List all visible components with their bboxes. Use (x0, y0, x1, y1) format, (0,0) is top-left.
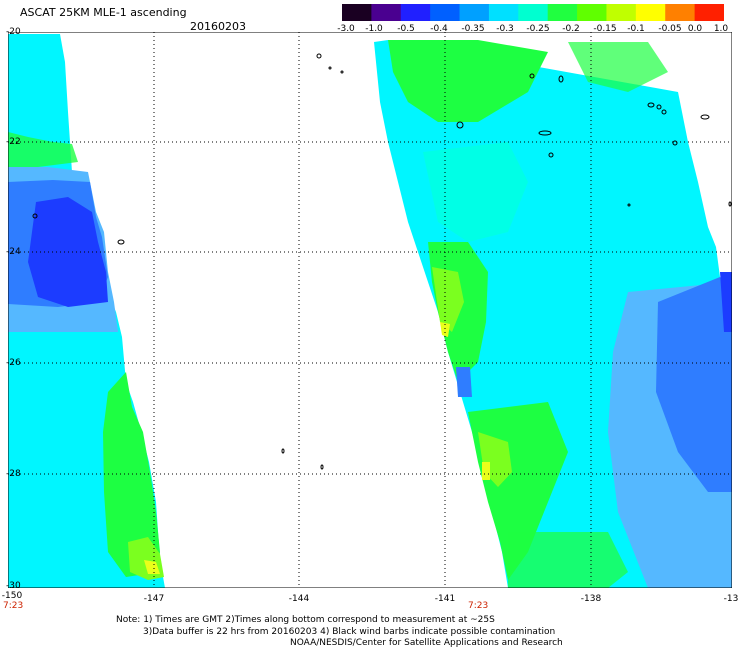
date-label: 20160203 (190, 20, 246, 33)
colorbar-tick-label: -1.0 (365, 24, 383, 34)
colorbar-cell (488, 4, 519, 21)
left-swath-green-lower (103, 372, 160, 577)
colorbar-tick-label: -0.2 (562, 24, 580, 34)
right-swath-blue-fleck (456, 367, 472, 397)
map-grid (8, 32, 732, 588)
left-swath (8, 34, 165, 588)
colorbar-cell (547, 4, 578, 21)
lat-label: -30 (6, 581, 21, 591)
colorbar-cell (694, 4, 724, 21)
right-swath-yellow-mid (440, 322, 450, 337)
colorbar-cell (342, 4, 372, 21)
right-swath (374, 40, 732, 588)
left-swath-yellow (144, 560, 160, 574)
right-swath-green-bottom (508, 532, 628, 588)
colorbar-cell (577, 4, 607, 21)
colorbar-tick-label: -0.05 (658, 24, 682, 34)
colorbar-tick-label: 0.0 (687, 24, 703, 34)
right-swath-deep-blue-east (720, 272, 732, 332)
lat-label: -26 (6, 358, 21, 368)
note-line-2: 3)Data buffer is 22 hrs from 20160203 4)… (143, 627, 556, 637)
time-label: 7:23 (3, 601, 24, 611)
colorbar-tick-label: -3.0 (337, 24, 355, 34)
right-swath-green-top-right (568, 42, 668, 92)
lat-label: -28 (6, 469, 21, 479)
colorbar-tick-label: -0.1 (627, 24, 645, 34)
lat-label: -22 (6, 137, 21, 147)
right-swath-yellow-lower (482, 462, 490, 480)
map-plot (8, 32, 732, 588)
colorbar-tick-label: -0.35 (461, 24, 485, 34)
right-swath-aqua-mid (423, 142, 528, 242)
time-label: 7:23 (468, 601, 489, 611)
lon-label: -150 (1, 591, 23, 601)
left-swath-green-top (8, 132, 78, 172)
colorbar-tick-label: -0.25 (526, 24, 550, 34)
lon-label: -144 (288, 594, 310, 604)
right-swath-blue-east (656, 277, 732, 492)
colorbar-tick-label: -0.4 (430, 24, 448, 34)
chart-title: ASCAT 25KM MLE-1 ascending (20, 6, 187, 19)
colorbar-cell (371, 4, 402, 21)
colorbar-cell (518, 4, 549, 21)
right-swath-lime-mid (432, 267, 464, 332)
colorbar-tick-label: -0.15 (593, 24, 617, 34)
colorbar-tick-label: -0.5 (397, 24, 415, 34)
lat-label: -20 (6, 27, 21, 37)
lon-label: -141 (434, 594, 456, 604)
colorbar-cell (606, 4, 637, 21)
colorbar-tick-label: -0.3 (496, 24, 514, 34)
lon-label: -138 (580, 594, 602, 604)
lat-label: -24 (6, 247, 21, 257)
colorbar-tick-label: 1.0 (713, 24, 729, 34)
colorbar-cell (459, 4, 490, 21)
colorbar-cell (665, 4, 696, 21)
lon-label: -13 (723, 594, 739, 604)
note-line-3: NOAA/NESDIS/Center for Satellite Applica… (290, 638, 563, 648)
right-swath-green-top (388, 40, 548, 122)
colorbar-labels: -3.0 -1.0 -0.5 -0.4 -0.35 -0.3 -0.25 -0.… (333, 24, 733, 36)
colorbar-cell (430, 4, 461, 21)
colorbar-cell (635, 4, 666, 21)
note-line-1: Note: 1) Times are GMT 2)Times along bot… (116, 615, 495, 625)
island-outlines (32, 53, 732, 470)
lon-label: -147 (143, 594, 165, 604)
colorbar (342, 4, 724, 21)
colorbar-cell (400, 4, 431, 21)
